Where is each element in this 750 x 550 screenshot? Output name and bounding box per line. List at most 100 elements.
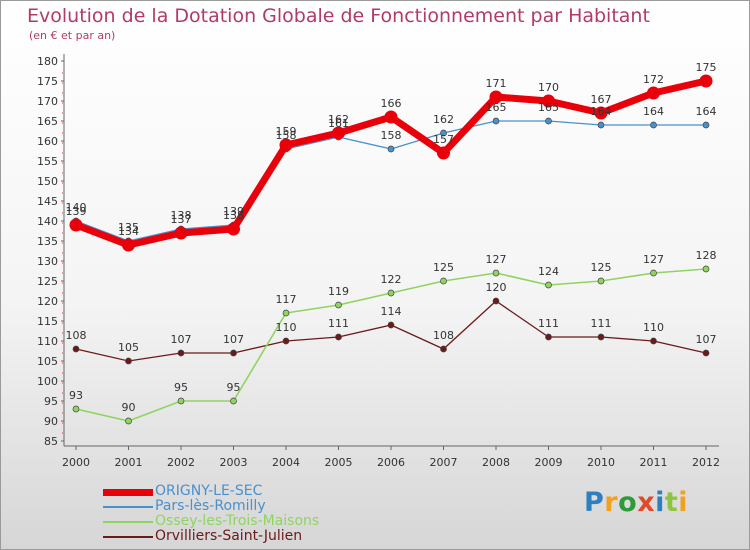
data-point (282, 337, 290, 345)
data-point (597, 333, 605, 341)
data-point (545, 333, 552, 341)
data-label: 95 (174, 381, 188, 394)
legend-label: Orvilliers-Saint-Julien (155, 528, 303, 544)
y-tick-label: 150 (37, 175, 58, 188)
data-point (440, 345, 447, 353)
data-point (177, 349, 185, 357)
data-point (387, 289, 395, 297)
data-point (597, 277, 605, 285)
y-tick-label: 175 (37, 75, 58, 88)
data-point (387, 145, 395, 153)
data-label: 119 (328, 285, 349, 298)
data-point (647, 86, 660, 100)
data-point (335, 301, 342, 309)
y-tick-label: 140 (37, 215, 58, 228)
data-label: 107 (696, 333, 717, 346)
data-label: 164 (591, 105, 612, 118)
legend-swatch (103, 488, 153, 496)
data-point (594, 106, 608, 120)
x-tick-label: 2003 (220, 456, 248, 469)
data-label: 164 (643, 105, 664, 118)
data-label: 138 (223, 209, 244, 222)
data-label: 110 (276, 321, 297, 334)
data-label: 135 (118, 221, 139, 234)
data-label: 162 (328, 113, 349, 126)
data-label: 111 (328, 317, 349, 330)
y-tick-label: 170 (37, 95, 58, 108)
data-point (702, 349, 710, 357)
data-label: 111 (591, 317, 612, 330)
data-label: 139 (66, 205, 87, 218)
data-label: 122 (381, 273, 402, 286)
data-point (489, 90, 503, 104)
data-label: 110 (643, 321, 664, 334)
data-point (279, 138, 293, 152)
data-label: 120 (486, 281, 507, 294)
logo-letter: i (678, 487, 689, 518)
data-label: 127 (486, 253, 507, 266)
data-point (69, 218, 83, 232)
data-label: 107 (171, 333, 192, 346)
data-label: 108 (66, 329, 87, 342)
data-label: 140 (66, 201, 87, 214)
x-tick-label: 2001 (115, 456, 143, 469)
data-label: 124 (538, 265, 559, 278)
data-label: 134 (118, 225, 139, 238)
data-label: 139 (223, 205, 244, 218)
data-label: 167 (591, 93, 612, 106)
data-label: 125 (433, 261, 454, 274)
x-tick-label: 2004 (272, 456, 300, 469)
legend-swatch (103, 521, 153, 523)
x-tick-label: 2012 (692, 456, 720, 469)
x-tick-label: 2011 (640, 456, 668, 469)
data-point (440, 129, 447, 137)
data-point (542, 94, 555, 108)
data-point (72, 345, 80, 353)
data-label: 175 (696, 61, 717, 74)
data-label: 164 (696, 105, 717, 118)
data-label: 95 (227, 381, 241, 394)
data-label: 171 (486, 77, 507, 90)
data-point (650, 337, 657, 345)
logo-letter: x (637, 487, 656, 518)
data-point (492, 269, 500, 277)
data-label: 127 (643, 253, 664, 266)
x-tick-label: 2007 (430, 456, 458, 469)
data-label: 165 (486, 101, 507, 114)
chart-subtitle: (en € et par an) (29, 29, 116, 42)
data-point (650, 269, 657, 277)
x-tick-label: 2005 (325, 456, 353, 469)
data-label: 158 (276, 129, 297, 142)
y-tick-label: 110 (37, 335, 58, 348)
data-point (174, 226, 188, 240)
data-point (177, 397, 185, 405)
y-tick-label: 120 (37, 295, 58, 308)
data-point (384, 110, 398, 124)
x-tick-label: 2006 (377, 456, 405, 469)
y-tick-label: 180 (37, 55, 58, 68)
logo-letter: o (618, 487, 638, 518)
data-point (545, 117, 552, 125)
legend-swatch (103, 506, 153, 508)
data-point (72, 405, 80, 413)
data-point (282, 309, 290, 317)
data-point (437, 146, 450, 160)
data-point (702, 265, 710, 273)
data-point (125, 417, 132, 425)
logo-letter: i (655, 487, 665, 518)
data-label: 138 (171, 209, 192, 222)
data-label: 128 (696, 249, 717, 262)
data-label: 165 (538, 101, 559, 114)
legend-label: Ossey-les-Trois-Maisons (155, 513, 320, 529)
y-tick-label: 155 (37, 155, 58, 168)
x-tick-label: 2009 (535, 456, 563, 469)
data-point (230, 349, 237, 357)
data-point (702, 121, 710, 129)
data-point (699, 74, 713, 88)
logo-letter: t (664, 487, 679, 518)
legend-swatch (103, 536, 153, 538)
y-tick-label: 85 (44, 435, 58, 448)
x-tick-label: 2000 (62, 456, 90, 469)
